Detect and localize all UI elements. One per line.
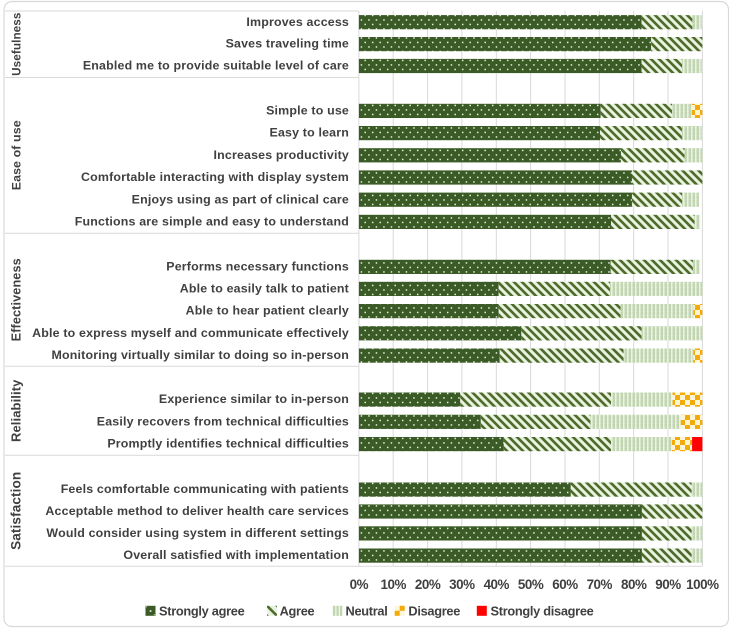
svg-text:40%: 40%	[484, 577, 510, 592]
svg-text:Acceptable method to deliver h: Acceptable method to deliver health care…	[45, 504, 349, 518]
svg-text:Strongly disagree: Strongly disagree	[491, 603, 594, 618]
svg-text:Reliability: Reliability	[9, 379, 24, 442]
svg-text:Neutral: Neutral	[346, 603, 388, 618]
svg-text:Performs necessary functions: Performs necessary functions	[166, 260, 349, 274]
svg-text:Enabled me to provide suitable: Enabled me to provide suitable level of …	[83, 59, 349, 73]
svg-text:Satisfaction: Satisfaction	[9, 472, 24, 550]
svg-text:Increases productivity: Increases productivity	[214, 148, 350, 162]
svg-text:Experience similar to in-perso: Experience similar to in-person	[159, 392, 349, 406]
svg-text:Would consider using system in: Would consider using system in different…	[46, 526, 349, 540]
svg-text:Simple to use: Simple to use	[266, 104, 349, 118]
svg-text:Overall satisfied with impleme: Overall satisfied with implementation	[123, 548, 349, 562]
svg-text:10%: 10%	[380, 577, 406, 592]
svg-text:Disagree: Disagree	[408, 603, 460, 618]
svg-text:100%: 100%	[686, 577, 719, 592]
svg-text:80%: 80%	[621, 577, 647, 592]
svg-text:Ease of use: Ease of use	[10, 120, 24, 190]
svg-text:Strongly agree: Strongly agree	[159, 603, 245, 618]
svg-text:Saves traveling time: Saves traveling time	[226, 37, 349, 51]
svg-text:Easy to learn: Easy to learn	[270, 126, 349, 140]
svg-text:Comfortable interacting with d: Comfortable interacting with display sys…	[81, 170, 349, 184]
svg-text:Promptly identifies technical: Promptly identifies technical difficulti…	[107, 437, 349, 451]
svg-text:Monitoring virtually similar t: Monitoring virtually similar to doing so…	[52, 348, 349, 362]
svg-text:Easily recovers from technical: Easily recovers from technical difficult…	[97, 414, 349, 428]
svg-text:Able to easily talk to patient: Able to easily talk to patient	[180, 282, 349, 296]
svg-text:Able to express myself and com: Able to express myself and communicate e…	[32, 326, 349, 340]
svg-text:Functions are simple and easy: Functions are simple and easy to underst…	[75, 215, 349, 229]
svg-text:Usefulness: Usefulness	[11, 12, 24, 76]
svg-text:90%: 90%	[655, 577, 681, 592]
svg-text:Able to hear patient clearly: Able to hear patient clearly	[186, 304, 349, 318]
svg-text:60%: 60%	[552, 577, 578, 592]
svg-text:70%: 70%	[587, 577, 613, 592]
svg-text:20%: 20%	[415, 577, 441, 592]
svg-text:50%: 50%	[518, 577, 544, 592]
svg-text:Agree: Agree	[280, 603, 315, 618]
svg-text:30%: 30%	[449, 577, 475, 592]
svg-text:Improves access: Improves access	[246, 15, 349, 29]
svg-text:Enjoys using as part of clinic: Enjoys using as part of clinical care	[132, 192, 349, 206]
svg-text:Feels comfortable communicatin: Feels comfortable communicating with pat…	[61, 482, 349, 496]
svg-text:Effectiveness: Effectiveness	[10, 258, 24, 341]
svg-text:0%: 0%	[350, 577, 369, 592]
